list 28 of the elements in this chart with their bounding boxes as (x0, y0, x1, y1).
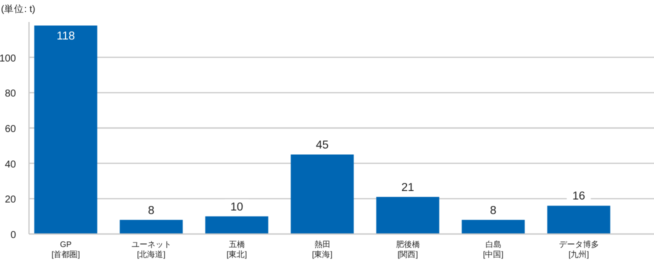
data-label: 45 (316, 140, 329, 152)
bar (462, 220, 525, 234)
y-tick-label: 60 (4, 124, 16, 135)
x-tick-label: 白島 [中国] (483, 240, 504, 259)
x-tick-label: GP [首都圏] (52, 240, 80, 259)
y-axis-title: (単位: t) (1, 3, 36, 15)
y-tick-label: 0 (10, 230, 16, 241)
x-tick-label: 熱田 [東海] (312, 240, 332, 259)
x-tick-label: 肥後橋 [関西] (396, 240, 420, 259)
bar (376, 196, 440, 234)
y-tick-label: 80 (4, 88, 16, 100)
data-label: 21 (401, 182, 414, 194)
bar (547, 206, 610, 234)
y-tick-label: 100 (0, 53, 16, 64)
x-tick-label: データ博多 [九州] (558, 240, 599, 259)
x-tick-label: ユーネット [北海道] (131, 240, 172, 259)
y-tick-label: 20 (4, 194, 16, 206)
data-label: 118 (56, 30, 75, 43)
bar (205, 216, 268, 234)
data-label: 10 (230, 201, 244, 214)
x-tick-label: 五橋 [東北] (226, 240, 247, 259)
bar (34, 26, 98, 234)
data-label: 8 (490, 204, 496, 217)
data-label: 8 (148, 204, 154, 217)
y-tick-label: 40 (4, 159, 16, 170)
data-label: 16 (572, 190, 586, 203)
bar (290, 154, 354, 234)
bar (120, 220, 183, 234)
